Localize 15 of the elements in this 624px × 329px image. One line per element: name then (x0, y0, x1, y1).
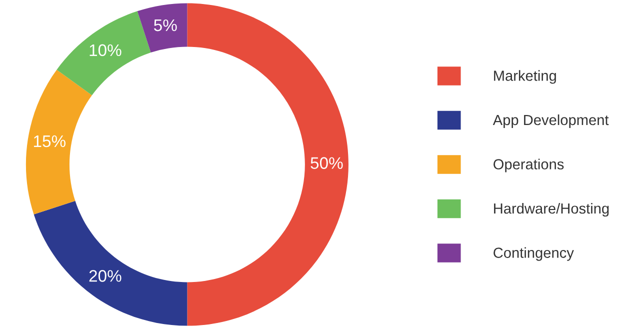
legend-label: App Development (492, 114, 609, 128)
data-label: 50% (310, 157, 343, 169)
donut-slice (137, 3, 188, 53)
donut-slice (26, 70, 92, 214)
data-label: 20% (89, 270, 122, 282)
legend-label: Contingency (494, 247, 574, 261)
legend-label: Operations (494, 158, 564, 172)
legend-label: Hardware/Hosting (494, 202, 609, 217)
donut-slice (187, 3, 348, 326)
donut-slice (34, 200, 188, 326)
legend-label: Marketing (494, 70, 556, 84)
data-label: 10% (90, 44, 122, 56)
data-label: 5% (154, 19, 177, 32)
data-label: 15% (34, 135, 66, 148)
donut-slice (56, 11, 151, 96)
